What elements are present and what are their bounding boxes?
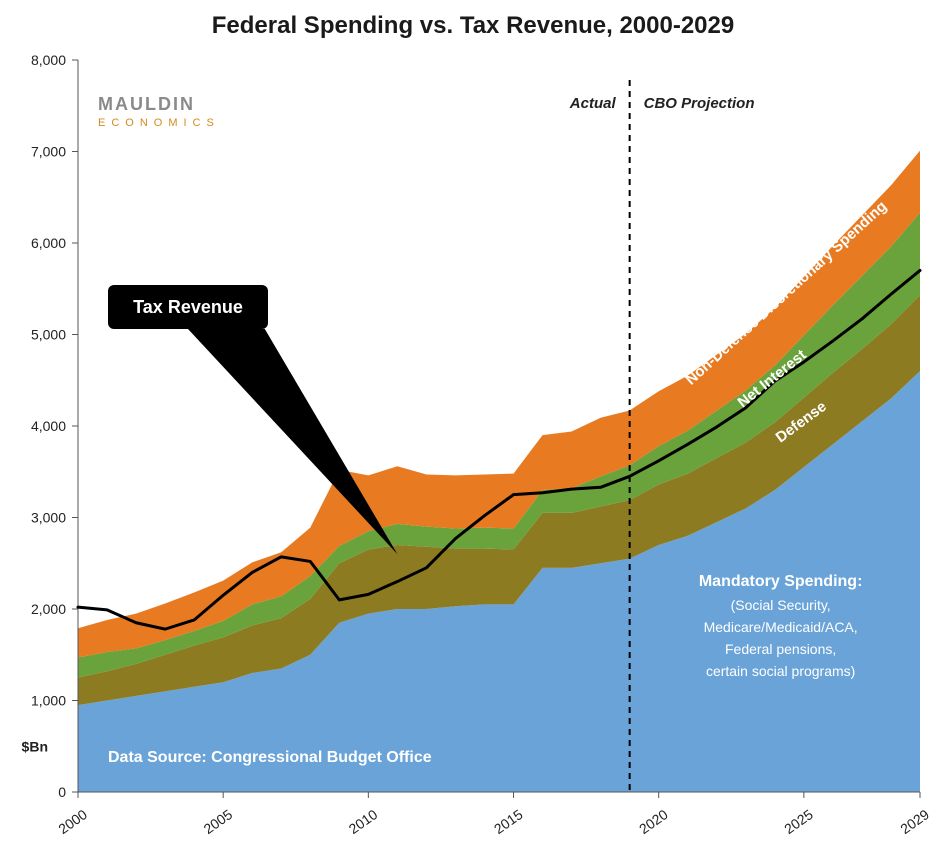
mandatory-title: Mandatory Spending: xyxy=(699,573,863,590)
svg-text:2005: 2005 xyxy=(201,806,236,837)
callout-pointer xyxy=(188,329,397,554)
chart-svg: 0 1,000 2,000 3,000 4,000 5,000 6,000 7,000 8,00… xyxy=(0,0,946,860)
svg-text:4,000: 4,000 xyxy=(31,418,66,434)
svg-text:7,000: 7,000 xyxy=(31,144,66,160)
mandatory-line: Federal pensions, xyxy=(725,641,836,657)
chart-title: Federal Spending vs. Tax Revenue, 2000-2… xyxy=(0,12,946,40)
svg-text:2020: 2020 xyxy=(636,806,671,837)
svg-text:8,000: 8,000 xyxy=(31,52,66,68)
logo-line2: ECONOMICS xyxy=(98,117,220,129)
mandatory-line: Medicare/Medicaid/ACA, xyxy=(704,619,858,635)
svg-text:2,000: 2,000 xyxy=(31,601,66,617)
svg-text:3,000: 3,000 xyxy=(31,510,66,526)
svg-text:2010: 2010 xyxy=(346,806,381,837)
svg-text:$Bn: $Bn xyxy=(22,738,48,754)
chart-stage: Federal Spending vs. Tax Revenue, 2000-2… xyxy=(0,0,946,860)
projection-label: CBO Projection xyxy=(644,95,755,112)
svg-text:1,000: 1,000 xyxy=(31,693,66,709)
logo-line1: MAULDIN xyxy=(98,94,195,114)
svg-text:5,000: 5,000 xyxy=(31,327,66,343)
svg-text:6,000: 6,000 xyxy=(31,235,66,251)
actual-label: Actual xyxy=(569,95,617,112)
svg-text:2000: 2000 xyxy=(55,806,90,837)
data-source: Data Source: Congressional Budget Office xyxy=(108,749,432,766)
svg-text:2029: 2029 xyxy=(897,806,932,837)
mandatory-line: certain social programs) xyxy=(706,663,855,679)
svg-text:2025: 2025 xyxy=(781,806,816,837)
svg-text:2015: 2015 xyxy=(491,806,526,837)
svg-text:0: 0 xyxy=(58,784,66,800)
callout-text: Tax Revenue xyxy=(133,297,243,317)
mandatory-line: (Social Security, xyxy=(731,597,831,613)
